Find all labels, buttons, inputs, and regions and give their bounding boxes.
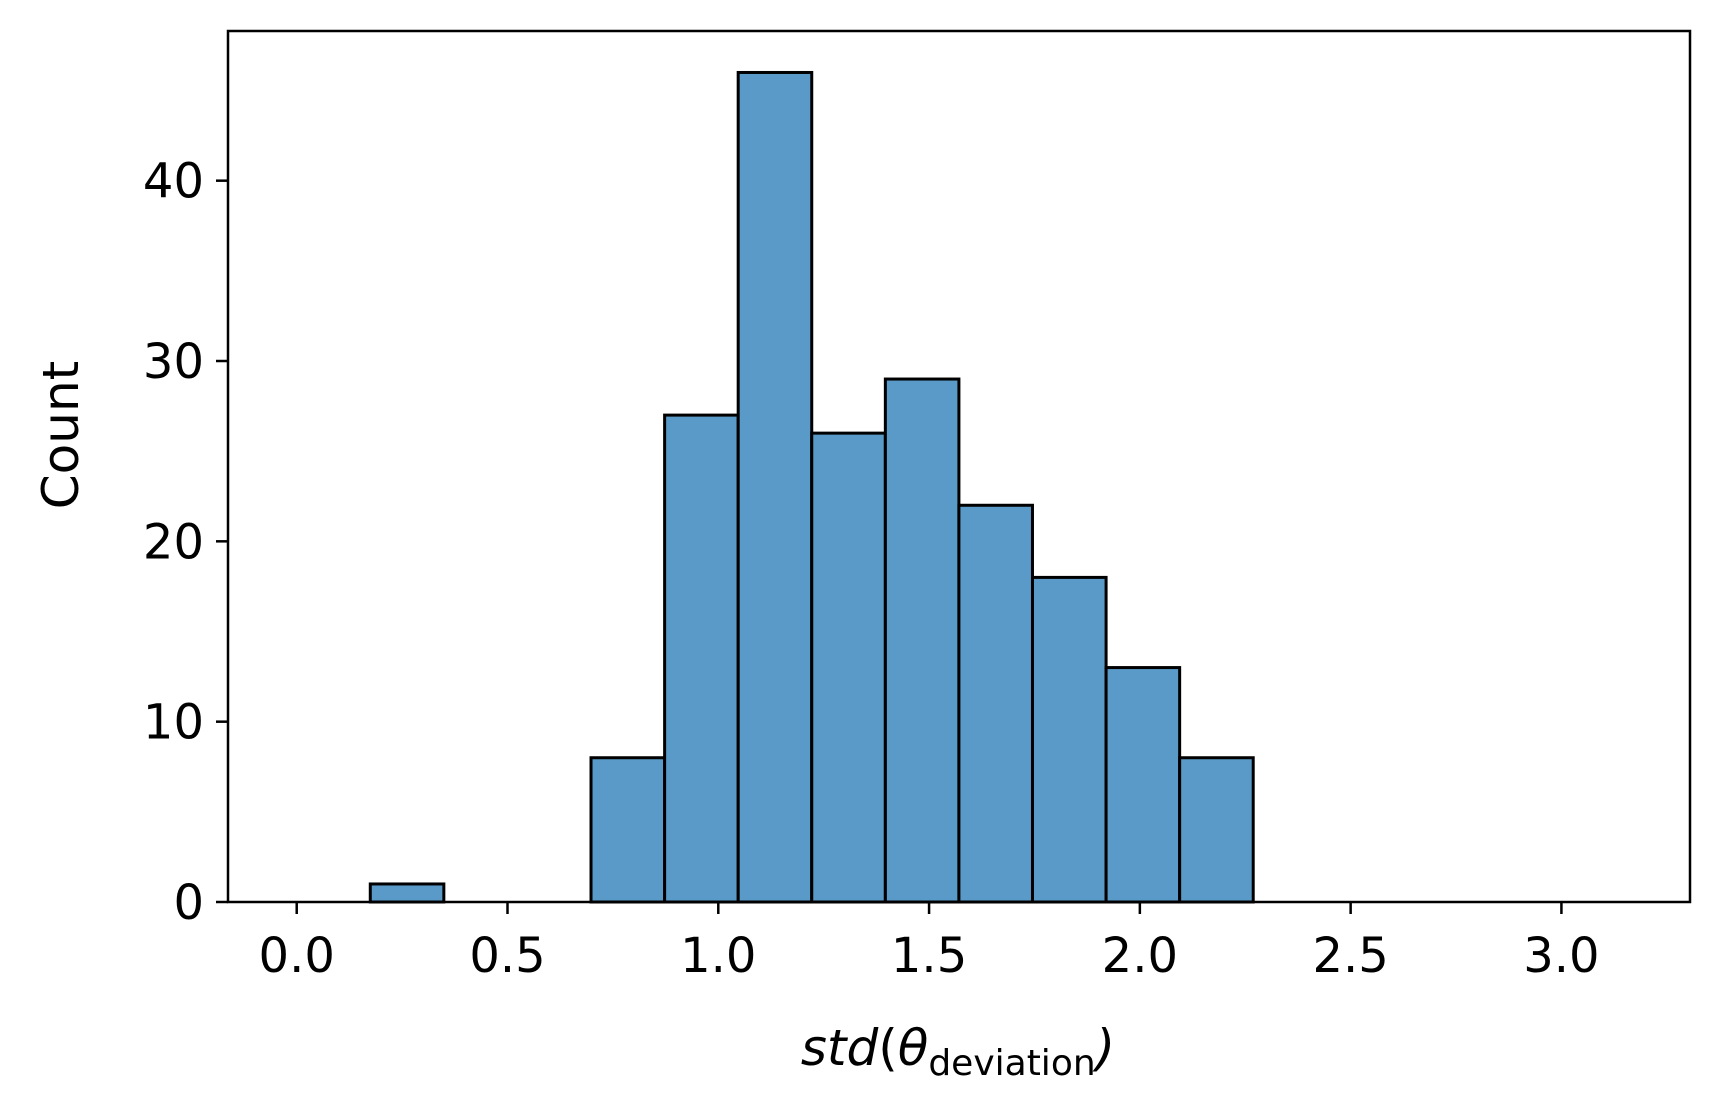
bars-group: [368, 70, 1255, 904]
y-tick-label: 0: [173, 875, 204, 931]
histogram-bar: [883, 377, 961, 904]
histogram-bar: [368, 882, 446, 904]
histogram-bar: [1104, 666, 1182, 904]
x-axis-label-theta: θ: [898, 1019, 929, 1077]
histogram-bar: [663, 413, 740, 904]
x-axis-label-close-paren: ): [1092, 1019, 1116, 1077]
x-tick-label: 2.5: [1312, 928, 1388, 984]
x-axis-label-open-paren: (: [878, 1019, 898, 1077]
histogram-bar: [810, 431, 887, 904]
axes-frame: [226, 29, 1692, 904]
x-tick-label: 3.0: [1523, 928, 1599, 984]
x-axis-label-subscript: deviation: [928, 1043, 1095, 1084]
x-tick-label: 1.5: [891, 928, 967, 984]
x-tick-label: 0.5: [469, 928, 545, 984]
y-tick-label: 30: [143, 334, 204, 390]
y-tick-label: 10: [143, 695, 204, 751]
histogram-bar: [1178, 756, 1255, 904]
histogram-bar: [589, 756, 667, 904]
x-axis-label: std(θdeviation): [801, 1019, 1115, 1084]
x-tick-label: 1.0: [680, 928, 756, 984]
x-tick-label: 0.0: [259, 928, 335, 984]
histogram-bar: [1030, 575, 1108, 904]
x-tick-label: 2.0: [1102, 928, 1178, 984]
histogram-bar: [736, 70, 814, 904]
histogram-bar: [957, 503, 1034, 904]
y-axis-ticks: 0 10 20 30 40: [143, 154, 228, 931]
x-axis-label-std: std: [801, 1019, 879, 1077]
x-axis-ticks: 0.0 0.5 1.0 1.5 2.0 2.5 3.0: [259, 902, 1600, 984]
y-axis-label: Count: [32, 361, 90, 510]
y-tick-label: 40: [143, 154, 204, 210]
y-tick-label: 20: [143, 514, 204, 570]
